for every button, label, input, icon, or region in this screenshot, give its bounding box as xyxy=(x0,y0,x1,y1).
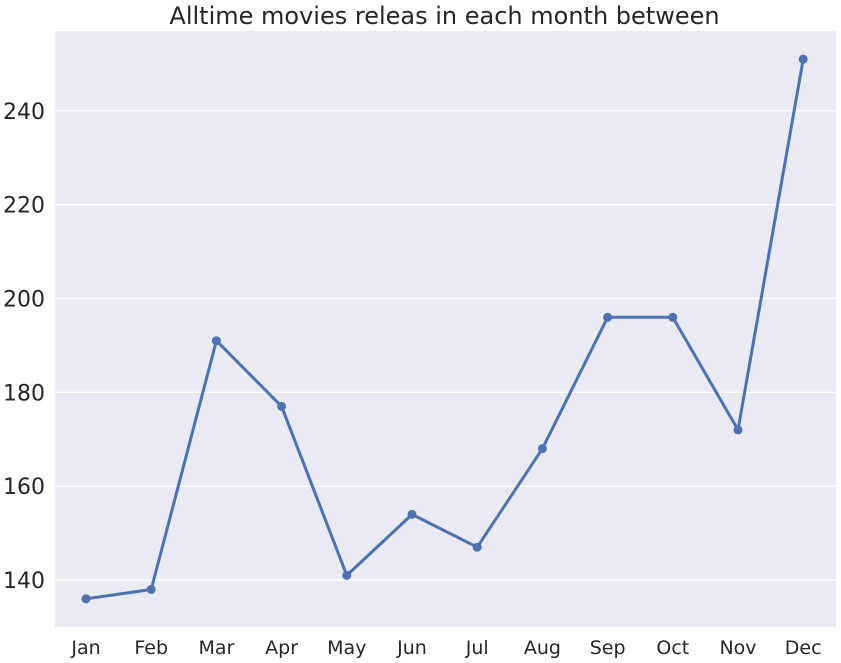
data-point xyxy=(211,336,221,346)
y-tick-label: 220 xyxy=(3,194,45,219)
x-tick-label: Dec xyxy=(785,637,822,659)
y-tick-label: 240 xyxy=(3,100,45,125)
y-tick-label: 140 xyxy=(3,569,45,594)
data-point xyxy=(407,509,417,519)
y-tick-label: 200 xyxy=(3,287,45,312)
x-tick-label: Aug xyxy=(524,637,561,659)
x-tick-label: May xyxy=(327,637,366,659)
x-tick-label: Sep xyxy=(590,637,626,659)
chart-title: Alltime movies releas in each month betw… xyxy=(169,2,719,30)
series-line xyxy=(85,58,805,601)
data-point xyxy=(81,594,91,604)
x-tick-label: Mar xyxy=(198,637,234,659)
y-tick-label: 160 xyxy=(3,475,45,500)
x-axis-ticks: Jan Feb Mar Apr May Jun Jul Aug Sep Oct Nov Dec xyxy=(70,637,821,659)
x-tick-label: Nov xyxy=(719,637,756,659)
data-point xyxy=(472,542,482,552)
data-points xyxy=(81,54,808,604)
data-point xyxy=(342,570,352,580)
data-point xyxy=(668,312,678,322)
x-tick-label: Jul xyxy=(465,637,489,659)
x-tick-label: Jun xyxy=(396,637,427,659)
data-point xyxy=(798,54,808,64)
x-tick-label: Oct xyxy=(656,637,689,659)
x-tick-label: Feb xyxy=(134,637,168,659)
data-point xyxy=(733,425,743,435)
data-point xyxy=(537,444,547,454)
y-tick-label: 180 xyxy=(3,381,45,406)
x-tick-label: Apr xyxy=(265,637,298,659)
data-point xyxy=(277,401,287,411)
data-point xyxy=(603,312,613,322)
data-point xyxy=(146,584,156,594)
y-axis-ticks: 140 160 180 200 220 240 xyxy=(3,100,45,594)
grid-lines xyxy=(55,110,836,581)
x-tick-label: Jan xyxy=(70,637,100,659)
plot-area xyxy=(55,31,836,627)
